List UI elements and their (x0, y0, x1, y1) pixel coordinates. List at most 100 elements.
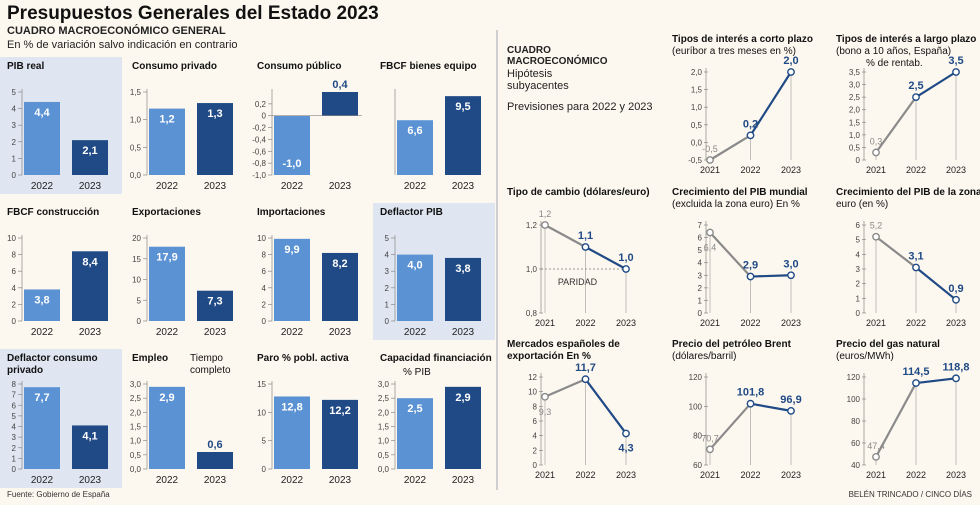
y-tick-label: 3 (856, 265, 861, 274)
bar-2023 (445, 386, 481, 469)
right-header-prev: Previsiones para 2022 y 2023 (507, 101, 653, 113)
chart-tipos-corto-plazo: Tipos de interés a corto plazo(euríbor a… (672, 34, 813, 175)
point-value-label: 6,4 (704, 243, 717, 253)
y-tick-label: 120 (847, 373, 861, 382)
chart-subtitle: (bono a 10 años, España) (836, 46, 951, 57)
bar-2023 (445, 96, 481, 175)
bar-value-label: 8,2 (332, 258, 347, 270)
y-tick-label: 0,5 (130, 451, 142, 460)
chart-subtitle: (euríbor a tres meses en %) (672, 46, 796, 57)
chart-title: Exportaciones (132, 207, 201, 218)
y-tick-label: 0 (137, 317, 142, 326)
x-category-label: 2022 (906, 165, 926, 175)
y-tick-label: 120 (689, 373, 703, 382)
line-segment-forecast (584, 378, 627, 435)
y-tick-label: 100 (689, 402, 703, 411)
point-value-label: 2,9 (743, 260, 758, 272)
x-category-label: 2022 (906, 470, 926, 480)
y-tick-label: 0,5 (130, 143, 142, 152)
point-value-label: 0,9 (948, 283, 963, 295)
x-category-label: 2021 (700, 470, 720, 480)
y-tick-label: 10 (132, 276, 141, 285)
point-2021 (706, 228, 714, 237)
y-tick-label: 2,0 (849, 106, 861, 115)
y-tick-label: 15 (257, 380, 266, 389)
y-tick-label: 4 (12, 284, 17, 293)
y-tick-label: 1 (12, 454, 17, 463)
x-category-label: 2021 (535, 470, 555, 480)
y-tick-label: 20 (132, 234, 141, 243)
bar-value-label: 2,5 (407, 403, 422, 415)
line-segment-hist (875, 235, 917, 269)
y-tick-label: -1,0 (252, 171, 266, 180)
bar-value-label: -1,0 (283, 158, 302, 170)
x-category-label: 2022 (281, 475, 304, 486)
y-tick-label: 3,0 (849, 81, 861, 90)
bar-2022 (149, 108, 185, 175)
y-tick-label: 100 (847, 395, 861, 404)
bar-value-label: 12,2 (329, 405, 350, 417)
x-category-label: 2023 (452, 475, 475, 486)
y-tick-label: 0 (385, 317, 390, 326)
bar-value-label: 3,8 (455, 263, 470, 275)
y-tick-label: 1,5 (849, 118, 861, 127)
y-tick-label: 5 (856, 236, 861, 245)
y-tick-label: 0 (533, 461, 538, 470)
x-category-label: 2021 (866, 318, 886, 328)
x-category-label: 2023 (79, 181, 102, 192)
line-segment-forecast (915, 266, 957, 301)
chart-subtitle: (dólares/barril) (672, 351, 736, 362)
y-tick-label: 1,0 (130, 437, 142, 446)
chart-capacidad-financiacion: Capacidad financiación % PIB 0,0 0,5 1,0 1,5 2… (378, 353, 492, 486)
y-tick-label: 1,0 (130, 116, 142, 125)
chart-title: Precio del gas natural (836, 339, 940, 350)
bar-2023 (197, 290, 233, 321)
y-tick-label: -0,6 (252, 147, 266, 156)
point-2022 (746, 272, 755, 281)
point-value-label: 4,3 (618, 442, 633, 454)
point-value-label: 3,0 (783, 258, 798, 270)
chart-title: exportación En % (507, 351, 591, 362)
bar-value-label: 0,6 (207, 439, 222, 451)
line-segment-forecast (915, 71, 957, 99)
x-category-label: 2021 (700, 318, 720, 328)
y-tick-label: 6 (12, 267, 17, 276)
x-category-label: 2023 (329, 181, 352, 192)
right-header-hyp1: Hipótesis (507, 68, 553, 80)
point-value-label: 101,8 (737, 387, 765, 399)
bar-2023 (197, 103, 233, 175)
chart-title: Mercados españoles de (507, 339, 620, 350)
chart-title: Tipo de cambio (dólares/euro) (507, 187, 650, 198)
bar-value-label: 4,1 (82, 430, 97, 442)
y-tick-label: 3,5 (849, 68, 861, 77)
x-category-label: 2022 (740, 318, 760, 328)
y-tick-label: 60 (851, 439, 860, 448)
line-segment-forecast (584, 246, 627, 270)
chart-title: Paro % pobl. activa (257, 353, 349, 364)
y-tick-label: 3,0 (378, 380, 390, 389)
chart-paro: Paro % pobl. activa 0 5 10 15 12,8 2022 12,2 202… (257, 353, 358, 486)
line-segment-forecast (749, 71, 792, 136)
y-tick-label: 2,5 (130, 394, 142, 403)
y-tick-label: 5 (698, 246, 703, 255)
reference-label: PARIDAD (558, 277, 598, 287)
point-value-label: 3,1 (908, 251, 923, 263)
point-2022 (912, 93, 920, 102)
point-2022 (581, 375, 590, 384)
y-tick-label: 3 (12, 433, 17, 442)
point-value-label: 0,3 (870, 136, 883, 146)
chart-title: Deflactor consumo (7, 353, 98, 364)
y-tick-label: 5 (12, 88, 17, 97)
x-category-label: 2022 (404, 181, 427, 192)
right-header-line2: MACROECONÓMICO (507, 56, 608, 67)
bar-value-label: 6,6 (407, 125, 422, 137)
x-category-label: 2022 (404, 327, 427, 338)
page-note: En % de variación salvo indicación en co… (7, 39, 238, 51)
right-header-hyp2: subyacentes (507, 80, 569, 92)
chart-note: % PIB (403, 367, 431, 378)
y-tick-label: -0,8 (252, 159, 266, 168)
point-value-label: 0,2 (743, 118, 758, 130)
x-category-label: 2022 (906, 318, 926, 328)
x-category-label: 2021 (866, 165, 886, 175)
